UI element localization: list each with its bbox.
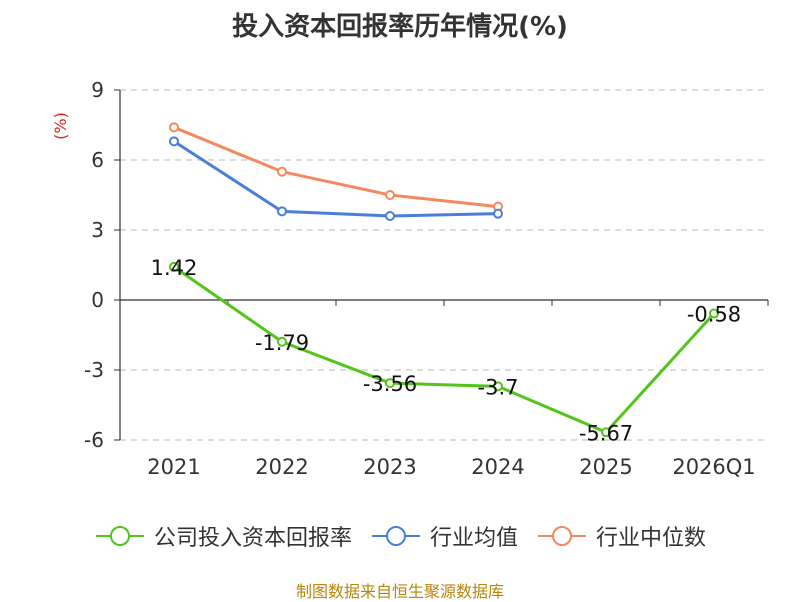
y-tick-label: 3: [91, 218, 104, 242]
legend-item-industry-median[interactable]: 行业中位数: [536, 520, 706, 552]
data-point-1: [493, 208, 503, 219]
series-line-0: [173, 265, 716, 434]
data-point-0: [601, 427, 611, 438]
data-point-2: [169, 122, 179, 133]
x-tick-label: 2025: [579, 455, 632, 479]
series-line-2: [173, 125, 499, 209]
x-tick-label: 2023: [363, 455, 416, 479]
legend-label-industry-median: 行业中位数: [596, 526, 707, 551]
data-label: 1.42: [151, 256, 198, 280]
legend-line-icon-industry-avg: [371, 526, 420, 546]
data-point-0: [385, 378, 395, 389]
y-tick-label: 6: [91, 148, 104, 172]
legend-line-icon-industry-median: [538, 526, 586, 546]
data-label: -1.79: [255, 331, 309, 355]
data-point-0: [277, 336, 287, 347]
legend-line-icon-company: [95, 526, 144, 546]
data-point-2: [385, 190, 395, 200]
data-label: -3.7: [478, 375, 519, 399]
legend-item-company[interactable]: 公司投入资本回报率: [94, 520, 352, 552]
legend-label-company: 公司投入资本回报率: [153, 526, 352, 551]
legend-label-industry-avg: 行业均值: [429, 526, 518, 551]
data-point-0: [709, 308, 719, 319]
legend-item-industry-avg[interactable]: 行业均值: [370, 520, 518, 552]
data-point-1: [277, 206, 287, 217]
y-unit-label: (%): [51, 112, 70, 140]
series-line-1: [173, 140, 499, 218]
y-tick-label: -6: [84, 428, 104, 452]
x-tick-label: 2024: [471, 455, 524, 479]
x-tick-label: 2022: [255, 455, 308, 479]
source-footer: 制图数据来自恒生聚源数据库: [295, 582, 504, 601]
data-point-2: [277, 166, 287, 177]
chart-title: 投入资本回报率历年情况(%): [232, 12, 568, 42]
data-point-0: [493, 381, 503, 392]
y-tick-label: -3: [84, 358, 104, 382]
data-label: -5.67: [579, 421, 633, 445]
data-point-0: [169, 261, 179, 272]
data-point-1: [169, 136, 179, 147]
legend: 公司投入资本回报率 行业均值 行业中位数: [0, 520, 800, 552]
y-tick-label: 9: [91, 78, 104, 102]
x-tick-label: 2026Q1: [672, 455, 755, 479]
data-label: -3.56: [363, 372, 417, 396]
data-label: -0.58: [687, 303, 741, 327]
y-tick-label: 0: [91, 288, 104, 312]
data-point-1: [385, 211, 395, 221]
x-tick-label: 2021: [147, 455, 200, 479]
